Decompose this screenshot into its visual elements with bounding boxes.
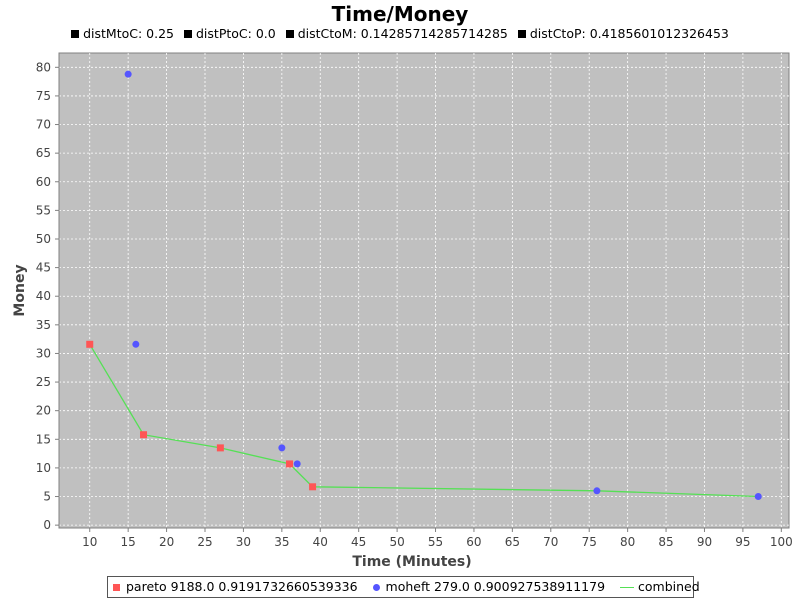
x-tick-label: 90 [697,535,712,549]
x-tick-label: 20 [159,535,174,549]
subtitle-entry: distMtoC: 0.25 [71,26,174,41]
moheft-point [754,493,762,501]
subtitle-text: distPtoC: 0.0 [196,26,276,41]
y-tick-label: 30 [36,346,51,360]
y-tick-label: 75 [36,89,51,103]
pareto-point [140,431,148,439]
x-tick-label: 30 [236,535,251,549]
y-tick-label: 55 [36,203,51,217]
y-tick-label: 70 [36,118,51,132]
legend-item-combined: combined [620,577,700,597]
y-tick-label: 35 [36,318,51,332]
y-tick-label: 45 [36,261,51,275]
plot-area [58,52,790,529]
legend-label: combined [638,579,700,594]
pareto-point [216,444,224,452]
legend-label: moheft 279.0 0.900927538911179 [385,579,606,594]
x-tick-label: 75 [582,535,597,549]
x-tick-label: 45 [351,535,366,549]
y-axis-label: Money [12,264,28,316]
y-tick-label: 20 [36,404,51,418]
subtitle-entry: distCtoP: 0.4185601012326453 [517,26,729,41]
square-icon [184,30,192,38]
x-tick-label: 55 [428,535,443,549]
subtitle-entry: distCtoM: 0.14285714285714285 [285,26,508,41]
square-marker-icon [113,584,120,591]
square-icon [517,30,526,38]
y-tick-label: 0 [43,518,51,532]
legend: pareto 9188.0 0.9191732660539336 moheft … [107,576,700,598]
legend-label: pareto 9188.0 0.9191732660539336 [126,579,358,594]
moheft-point [124,70,132,78]
x-tick-label: 100 [770,535,793,549]
pareto-point [286,460,294,468]
x-tick-label: 85 [658,535,673,549]
x-tick-label: 70 [543,535,558,549]
y-tick-label: 25 [36,375,51,389]
chart-canvas: 10 15 20 25 30 35 40 45 50 55 60 65 70 75 80 85 90 95 100 0… [12,52,793,570]
y-tick-label: 10 [36,461,51,475]
pareto-point [86,340,94,348]
chart-title: Time/Money [331,2,469,26]
square-icon [285,30,294,38]
subtitle-text: distCtoP: 0.4185601012326453 [529,26,729,41]
moheft-point [593,487,601,495]
x-tick-label: 25 [197,535,212,549]
subtitle-text: distMtoC: 0.25 [83,26,175,41]
x-tick-label: 40 [313,535,328,549]
x-tick-label: 60 [466,535,481,549]
x-tick-label: 80 [620,535,635,549]
y-tick-label: 80 [36,60,51,74]
x-tick-label: 10 [82,535,97,549]
pareto-point [309,483,317,491]
x-tick-label: 50 [389,535,404,549]
subtitle-text: distCtoM: 0.14285714285714285 [297,26,508,41]
line-marker-icon [620,587,635,588]
y-tick-label: 50 [36,232,51,246]
y-tick-label: 15 [36,432,51,446]
moheft-point [293,460,301,468]
moheft-point [132,340,140,348]
x-tick-label: 65 [505,535,520,549]
legend-item-pareto: pareto 9188.0 0.9191732660539336 [113,577,358,597]
y-tick-label: 5 [43,490,51,504]
subtitle-entry: distPtoC: 0.0 [184,26,276,41]
chart-subtitle: distMtoC: 0.25 distPtoC: 0.0 distCtoM: 0… [0,26,800,42]
x-tick-label: 35 [274,535,289,549]
legend-item-moheft: moheft 279.0 0.900927538911179 [372,577,606,597]
x-tick-label: 15 [121,535,136,549]
x-tick-label: 95 [735,535,750,549]
circle-marker-icon [372,584,380,591]
y-tick-label: 65 [36,146,51,160]
y-tick-label: 40 [36,289,51,303]
square-icon [71,30,80,38]
y-tick-label: 60 [36,175,51,189]
x-axis-label: Time (Minutes) [352,554,471,570]
moheft-point [278,444,286,452]
